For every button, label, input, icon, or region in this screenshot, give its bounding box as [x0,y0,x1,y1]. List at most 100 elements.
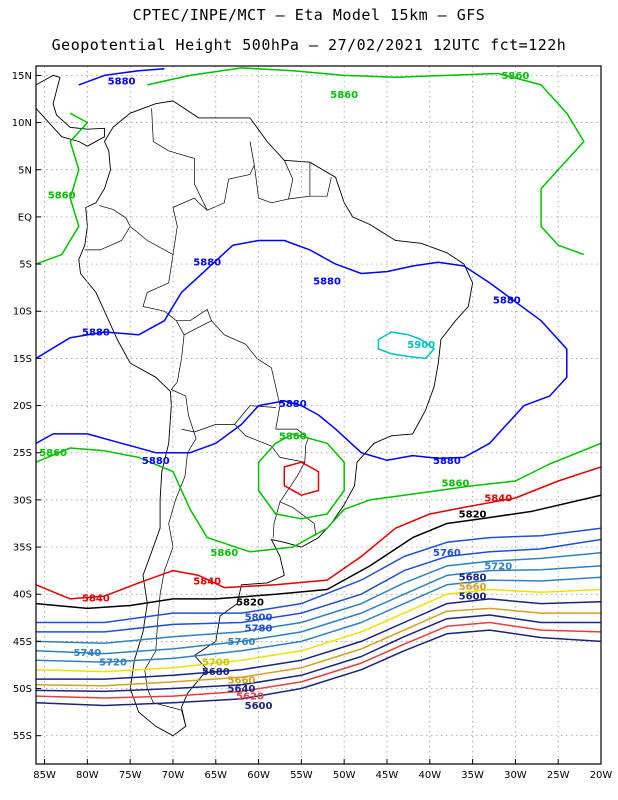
lat-tick-label: 25S [13,448,32,459]
contour-label: 5620 [236,692,264,703]
contour-label: 5880 [433,456,461,467]
contour-5600-20 [36,629,601,707]
contour-5880-1 [78,68,165,86]
lon-tick-label: 80W [76,770,99,781]
contour-label: 5700 [202,658,230,669]
contour-label: 5780 [245,624,273,635]
lon-tick-label: 40W [418,770,441,781]
contour-label: 5820 [236,597,264,608]
contour-5800-10 [36,527,601,624]
lat-tick-label: 5N [18,165,32,176]
contour-label: 5840 [82,593,110,604]
contour-label: 5860 [210,548,238,559]
lat-tick-label: 30S [13,495,32,506]
lon-tick-label: 30W [504,770,527,781]
contour-label: 5680 [459,573,487,584]
lon-tick-label: 25W [547,770,570,781]
lat-tick-label: EQ [18,212,32,223]
country-border-2 [172,197,208,255]
contour-label: 5860 [39,448,67,459]
contour-label: 5880 [142,456,170,467]
contour-labels: 5880 5860 5860 5860 5880 5880 5880 5880 5900 5880… [39,71,529,712]
contour-label: 5640 [228,684,256,695]
contour-5860-5 [36,442,601,553]
country-border-3 [151,108,255,211]
country-border-1 [129,226,185,390]
contour-5700-15 [36,588,601,673]
contour-label: 5600 [459,592,487,603]
contour-label: 5880 [279,399,307,410]
lat-tick-label: 50S [13,684,32,695]
contour-5900-2 [377,331,435,360]
lon-tick-label: 70W [162,770,185,781]
contour-label: 5820 [459,510,487,521]
lon-tick-label: 35W [461,770,484,781]
country-border-8 [181,405,276,433]
lon-tick-label: 50W [333,770,356,781]
country-border-9 [144,389,197,727]
lat-tick-label: 15S [13,354,32,365]
country-border-4 [253,160,294,204]
lon-tick-label: 60W [247,770,270,781]
contour-label: 5900 [407,340,435,351]
landmass-1 [36,74,105,147]
contour-label: 5880 [82,327,110,338]
contour-label: 5660 [459,582,487,593]
contour-label: 5720 [484,561,512,572]
contour-5820-9 [36,494,601,610]
contour-label: 5880 [493,295,521,306]
contour-label: 5880 [193,258,221,269]
contour-label: 5840 [484,494,512,505]
contour-label: 5600 [245,701,273,712]
contour-5640-18 [36,614,601,693]
contour-label: 5760 [433,548,461,559]
contour-label: 5720 [99,658,127,669]
contour-label: 5840 [193,577,221,588]
contour-lines [36,67,601,707]
lon-tick-label: 20W [590,770,613,781]
lat-tick-label: 20S [13,401,32,412]
lon-tick-label: 75W [119,770,142,781]
contour-label: 5880 [108,77,136,88]
lat-tick-label: 10S [13,307,32,318]
contour-5660-17 [36,607,601,687]
lon-tick-label: 65W [204,770,227,781]
land-layer [36,74,474,737]
country-border-11 [279,462,317,536]
contour-5880-0 [36,239,568,462]
contour-label: 5860 [279,431,307,442]
contour-5840-7 [36,466,601,600]
landmass-0 [78,100,474,737]
lat-tick-label: 35S [13,543,32,554]
contour-5780-11 [36,538,601,633]
lat-tick-label: 15N [12,71,32,82]
contour-label: 5800 [245,612,273,623]
contour-5720-14 [36,576,601,663]
contour-label: 5760 [228,637,256,648]
title-line-1: CPTEC/INPE/MCT – Eta Model 15km – GFS [132,6,486,24]
contour-5760-12 [36,551,601,645]
lat-tick-label: 55S [13,731,32,742]
lat-tick-label: 5S [19,260,32,271]
lat-tick-label: 40S [13,590,32,601]
title-line-2: Geopotential Height 500hPa – 27/02/2021 … [51,36,567,54]
contour-label: 5660 [228,676,256,687]
map-frame [35,65,602,765]
lat-tick-label: 45S [13,637,32,648]
contour-5740-13 [36,565,601,655]
axis-ticks: 85W 80W 75W 70W 65W 60W 55W 50W 45W 40W 35W 30W 25W 2… [12,71,613,781]
contour-label: 5860 [501,71,529,82]
lon-tick-label: 45W [376,770,399,781]
lon-tick-label: 85W [33,770,56,781]
country-border-6 [309,177,332,197]
country-border-extra [176,308,212,322]
contour-5860-3 [36,112,89,265]
contour-label: 5740 [73,648,101,659]
contour-label: 5860 [48,191,76,202]
contour-label: 5860 [330,90,358,101]
contour-5860-4 [147,67,585,256]
contour-5860-6 [257,433,345,520]
country-border-12 [272,501,281,538]
contour-label: 5860 [442,478,470,489]
